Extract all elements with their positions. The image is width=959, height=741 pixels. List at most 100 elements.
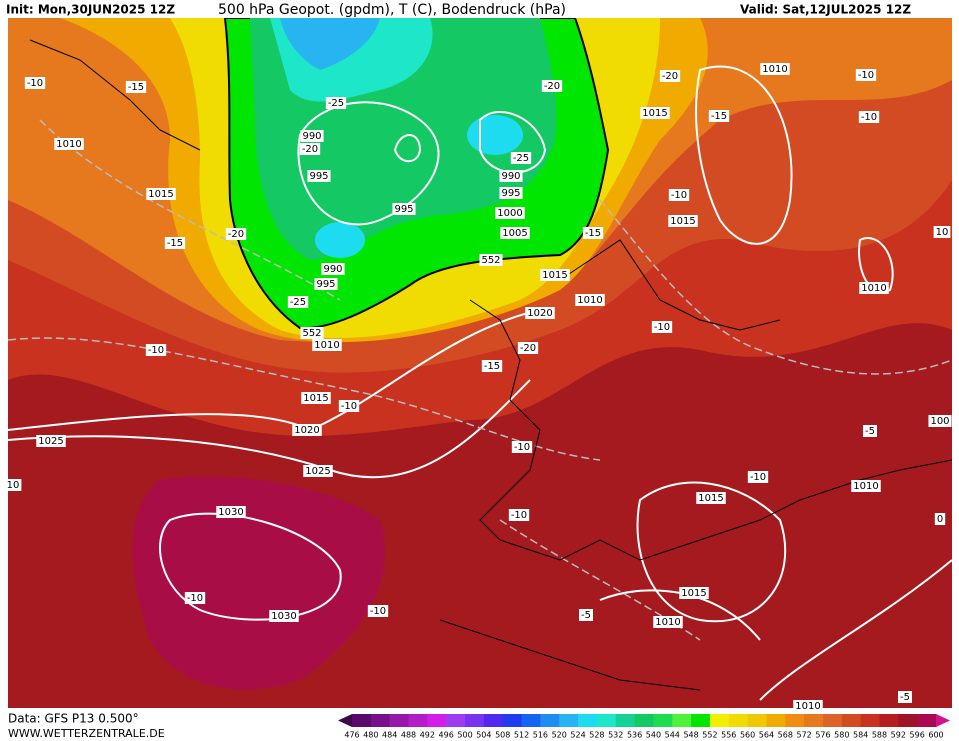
label-box (481, 360, 503, 372)
label-box (668, 215, 698, 227)
contour-label: 552 (302, 328, 321, 339)
label-box (858, 111, 880, 123)
colorbar-label: 536 (627, 731, 642, 740)
contour-label: 1010 (795, 701, 820, 712)
colorbar-swatch (615, 714, 636, 727)
label-box (898, 691, 912, 703)
contour-label: 995 (309, 171, 328, 182)
contour-label: -10 (187, 593, 203, 604)
colorbar-swatch (898, 714, 918, 727)
contour-label: 1010 (655, 617, 680, 628)
contour-label: -10 (654, 322, 670, 333)
label-box (312, 339, 342, 351)
colorbar-swatch (408, 714, 428, 727)
contour-label: -10 (370, 606, 386, 617)
colorbar-swatch (691, 714, 711, 727)
colorbar-swatch (596, 714, 617, 727)
colorbar-swatch (540, 714, 560, 727)
contour-label: 1030 (271, 611, 296, 622)
label-box (24, 77, 46, 89)
colorbar-swatch (653, 714, 673, 727)
label-box (292, 424, 322, 436)
colorbar-label: 572 (796, 731, 811, 740)
label-box (499, 170, 523, 182)
contour-label: 1010 (762, 64, 787, 75)
label-box (307, 170, 331, 182)
contour-label: 0 (937, 514, 943, 525)
colorbar-swatch (446, 714, 466, 727)
contour-label: -25 (328, 98, 344, 109)
contour-label: 1030 (218, 507, 243, 518)
colorbar-label: 492 (420, 731, 435, 740)
colorbar-label: 512 (514, 731, 529, 740)
colorbar-swatch (465, 714, 485, 727)
label-box (659, 70, 681, 82)
label-box (851, 480, 881, 492)
label-box (651, 321, 673, 333)
contour-label: 1005 (502, 228, 527, 239)
contour-label: -5 (581, 610, 591, 621)
label-box (4, 479, 22, 491)
colorbar-label: 496 (439, 731, 454, 740)
label-box (508, 509, 530, 521)
colorbar-swatch (389, 714, 410, 727)
colorbar-label: 548 (683, 731, 698, 740)
colorbar-swatch (370, 714, 391, 727)
contour-label: 10 (7, 480, 20, 491)
label-box (510, 152, 532, 164)
contour-label: 1015 (681, 588, 706, 599)
colorbar-arrow (936, 714, 950, 727)
label-box (668, 189, 690, 201)
colorbar-swatch (860, 714, 880, 727)
label-box (499, 187, 523, 199)
label-box (299, 143, 321, 155)
contour-label: -10 (514, 442, 530, 453)
label-box (928, 415, 952, 427)
colorbar-label: 544 (665, 731, 680, 740)
contour-label: 552 (481, 255, 500, 266)
colorbar-swatch (709, 714, 730, 727)
contour-label: 1010 (56, 139, 81, 150)
label-box (640, 107, 670, 119)
label-box (525, 307, 555, 319)
colorbar-label: 488 (401, 731, 416, 740)
label-box (933, 226, 951, 238)
colorbar-swatch (804, 714, 824, 727)
label-box (146, 188, 176, 200)
contour-label: 1015 (542, 270, 567, 281)
colorbar-label: 524 (570, 731, 585, 740)
contour-label: -10 (861, 112, 877, 123)
contour-label: 1000 (497, 208, 522, 219)
contour-label: -25 (513, 153, 529, 164)
colorbar-swatch (352, 714, 372, 727)
label-box (575, 294, 605, 306)
colorbar-swatch (502, 714, 523, 727)
colorbar-swatch (634, 714, 654, 727)
contour-label: -10 (341, 401, 357, 412)
contour-label: -20 (662, 71, 678, 82)
site-url: WWW.WETTERZENTRALE.DE (8, 727, 165, 740)
colorbar-label: 552 (702, 731, 717, 740)
colorbar-label: 576 (815, 731, 830, 740)
label-box (517, 342, 539, 354)
label-box (579, 609, 593, 621)
contour-label: 1015 (148, 189, 173, 200)
label-box (300, 327, 324, 339)
label-box (760, 63, 790, 75)
contour-label: -10 (27, 78, 43, 89)
colorbar-label: 596 (910, 731, 925, 740)
label-box (225, 228, 247, 240)
colorbar-label: 516 (533, 731, 548, 740)
label-box (145, 344, 167, 356)
contour-label: 1015 (303, 393, 328, 404)
map-title: 500 hPa Geopot. (gpdm), T (C), Bodendruc… (218, 2, 566, 18)
colorbar-arrow (338, 714, 352, 727)
contour-label: -5 (900, 692, 910, 703)
label-box (367, 605, 389, 617)
contour-label: 1015 (698, 493, 723, 504)
map-area (7, 17, 953, 708)
colorbar-swatch (427, 714, 447, 727)
label-box (855, 69, 877, 81)
contour-label: -15 (711, 111, 727, 122)
colorbar-label: 568 (778, 731, 793, 740)
